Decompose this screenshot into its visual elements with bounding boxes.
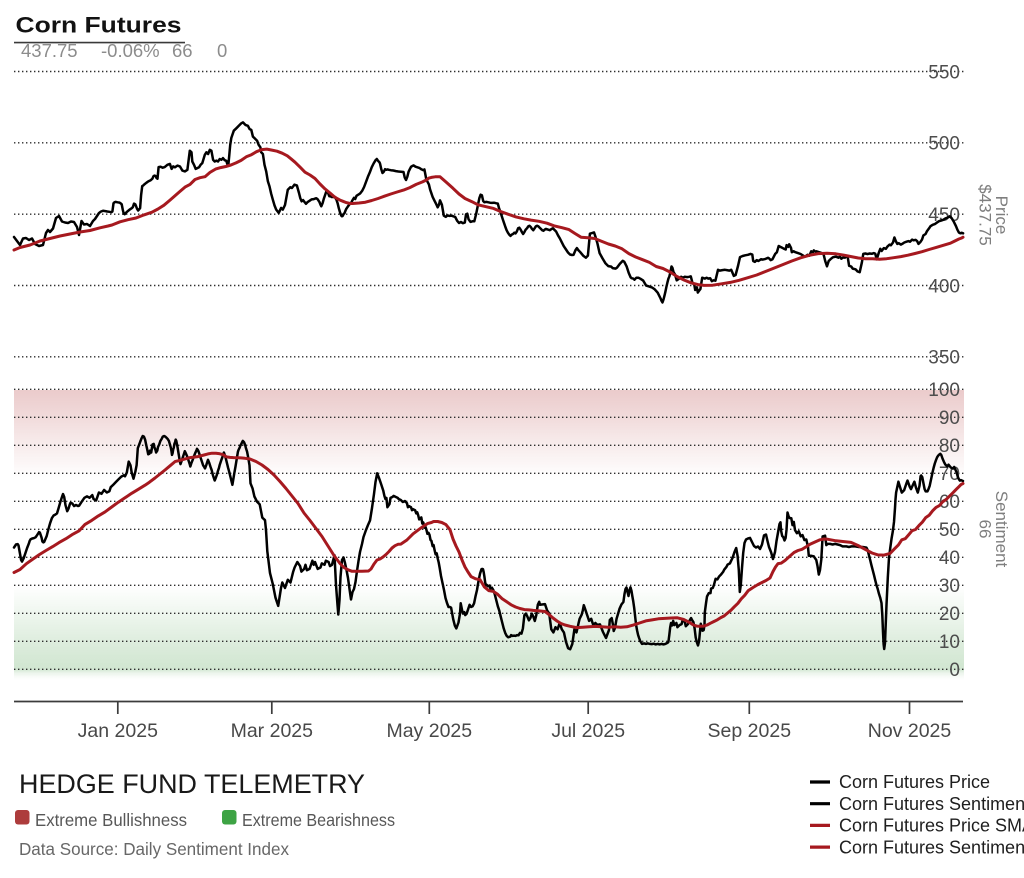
- svg-text:66: 66: [976, 520, 995, 539]
- svg-text:50: 50: [939, 520, 960, 541]
- svg-text:May 2025: May 2025: [386, 720, 472, 742]
- svg-text:Mar 2025: Mar 2025: [231, 720, 314, 742]
- svg-text:-0.06%: -0.06%: [101, 40, 160, 61]
- svg-text:Jan 2025: Jan 2025: [78, 720, 158, 742]
- svg-text:Corn Futures: Corn Futures: [16, 13, 182, 38]
- svg-text:Data Source: Daily Sentiment I: Data Source: Daily Sentiment Index: [19, 839, 289, 859]
- svg-text:Nov 2025: Nov 2025: [868, 720, 952, 742]
- svg-text:Price: Price: [992, 196, 1011, 235]
- svg-text:Extreme Bearishness: Extreme Bearishness: [242, 810, 395, 830]
- svg-text:20: 20: [939, 604, 960, 625]
- svg-text:Corn Futures Price SMA: Corn Futures Price SMA: [839, 816, 1024, 836]
- svg-text:HEDGE FUND TELEMETRY: HEDGE FUND TELEMETRY: [19, 769, 365, 799]
- svg-text:0: 0: [949, 660, 960, 681]
- svg-text:Jul 2025: Jul 2025: [551, 720, 625, 742]
- svg-text:Corn Futures Sentiment: Corn Futures Sentiment: [839, 794, 1024, 814]
- svg-text:350: 350: [928, 348, 960, 369]
- svg-text:500: 500: [928, 134, 960, 155]
- svg-text:100: 100: [928, 380, 960, 401]
- svg-text:80: 80: [939, 436, 960, 457]
- svg-text:90: 90: [939, 408, 960, 429]
- svg-text:Sep 2025: Sep 2025: [708, 720, 792, 742]
- svg-text:Sentiment: Sentiment: [992, 491, 1011, 568]
- svg-text:Extreme Bullishness: Extreme Bullishness: [35, 810, 187, 830]
- svg-text:437.75: 437.75: [21, 40, 78, 61]
- svg-text:550: 550: [928, 62, 960, 83]
- svg-text:Corn Futures Price: Corn Futures Price: [839, 772, 990, 792]
- svg-text:$437.75: $437.75: [976, 184, 995, 245]
- svg-text:Corn Futures Sentiment SMA: Corn Futures Sentiment SMA: [839, 837, 1024, 857]
- svg-text:10: 10: [939, 632, 960, 653]
- svg-text:40: 40: [939, 548, 960, 569]
- svg-text:66: 66: [172, 40, 193, 61]
- svg-text:30: 30: [939, 576, 960, 597]
- svg-text:60: 60: [939, 492, 960, 513]
- svg-text:400: 400: [928, 276, 960, 297]
- svg-text:0: 0: [217, 40, 227, 61]
